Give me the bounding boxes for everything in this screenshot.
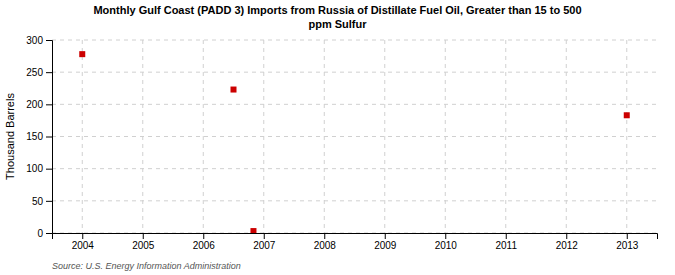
grid-line [505, 40, 506, 233]
grid-line [82, 40, 83, 233]
tick: 2012 [556, 233, 579, 251]
tick: 300 [26, 35, 52, 46]
y-axis-title: Thousand Barrels [4, 93, 16, 180]
source: Source: U.S. Energy Information Administ… [52, 261, 241, 271]
tick-label: 150 [26, 131, 43, 142]
axis-line [53, 234, 658, 240]
tick-mark [203, 233, 204, 239]
tick: 2011 [495, 233, 517, 251]
tick-mark [324, 233, 325, 239]
grid [52, 40, 657, 233]
tick-label: 2007 [253, 240, 276, 251]
tick-label: 2010 [435, 240, 458, 251]
tick: 2010 [435, 233, 458, 251]
tick: 150 [26, 131, 52, 142]
tick-mark [46, 233, 52, 234]
tick: 100 [26, 163, 52, 174]
tick-mark [264, 233, 265, 239]
tick-mark [46, 72, 52, 73]
tick-label: 2005 [132, 240, 155, 251]
tick: 250 [26, 67, 52, 78]
grid-line [384, 40, 385, 233]
tick: 2006 [193, 233, 216, 251]
tick-mark [46, 104, 52, 105]
grid-line [263, 40, 264, 233]
plot-area: 2004 2005 2006 2007 2008 2009 2010 2011 2012 2013… [4, 35, 658, 251]
chart: Monthly Gulf Coast (PADD 3) Imports from… [0, 0, 675, 275]
points [79, 51, 630, 233]
grid-line [626, 40, 627, 233]
tick: 0 [37, 228, 52, 239]
tick-mark [46, 169, 52, 170]
grid-line [566, 40, 567, 233]
tick: 50 [32, 196, 52, 207]
tick-mark [506, 233, 507, 239]
tick: 200 [26, 99, 52, 110]
tick-mark [385, 233, 386, 239]
tick-mark [46, 40, 52, 41]
tick-mark [627, 233, 628, 239]
grid-line [324, 40, 325, 233]
point [231, 87, 237, 93]
tick-label: 2008 [314, 240, 337, 251]
tick-label: 300 [26, 35, 43, 46]
tick: 2005 [132, 233, 155, 251]
tick-mark [143, 233, 144, 239]
tick-mark [445, 233, 446, 239]
tick-mark [46, 137, 52, 138]
tick-label: 50 [32, 196, 44, 207]
tick-label: 2011 [495, 240, 517, 251]
grid-line [142, 40, 143, 233]
tick: 2013 [616, 233, 639, 251]
y-axis: 0 50 100 150 200 250 300 [26, 35, 52, 239]
point [250, 228, 256, 233]
tick-label: 0 [37, 228, 43, 239]
tick-label: 2009 [374, 240, 397, 251]
tick-label: 250 [26, 67, 43, 78]
tick: 2008 [314, 233, 337, 251]
grid-line [203, 40, 204, 233]
tick-mark [82, 233, 83, 239]
tick-label: 2004 [72, 240, 95, 251]
x-axis: 2004 2005 2006 2007 2008 2009 2010 2011 2012 2013 [53, 233, 658, 251]
tick-label: 200 [26, 99, 43, 110]
point [624, 112, 630, 118]
tick-mark [566, 233, 567, 239]
tick: 2004 [72, 233, 95, 251]
tick: 2007 [253, 233, 276, 251]
title: Monthly Gulf Coast (PADD 3) Imports from… [93, 4, 581, 30]
point [79, 51, 85, 57]
tick: 2009 [374, 233, 397, 251]
tick-label: 2012 [556, 240, 579, 251]
tick-mark [46, 201, 52, 202]
tick-label: 100 [26, 163, 43, 174]
tick-label: 2006 [193, 240, 216, 251]
tick-label: 2013 [616, 240, 639, 251]
axis-line [46, 41, 53, 234]
grid-line [445, 40, 446, 233]
